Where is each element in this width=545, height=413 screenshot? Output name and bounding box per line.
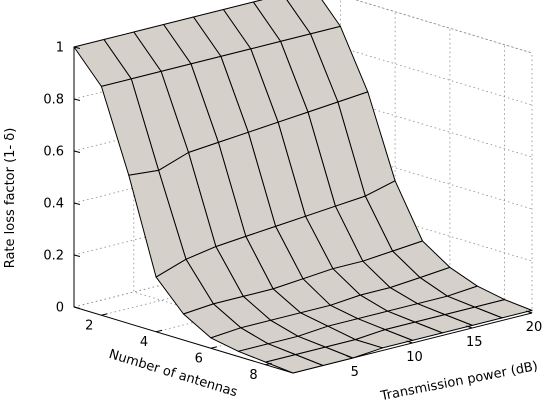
x-tick-label: 10 — [406, 350, 423, 365]
x-tick-mark — [346, 355, 353, 359]
x-tick-mark — [466, 325, 473, 329]
x-tick-label: 15 — [466, 335, 483, 350]
y-tick-mark — [156, 329, 163, 333]
z-tick-mark — [73, 150, 81, 153]
z-tick-label: 0.4 — [43, 197, 64, 212]
z-tick-label: 0 — [56, 301, 64, 316]
x-axis-label: Transmission power (dB) — [379, 359, 540, 404]
y-tick-label: 2 — [85, 318, 93, 333]
surface-cell — [265, 354, 324, 374]
z-tick-mark — [73, 306, 81, 309]
y-tick-label: 6 — [195, 351, 203, 366]
y-axis-label: Number of antennas — [107, 347, 239, 400]
x-tick-label: 20 — [526, 320, 543, 335]
z-tick-label: 0.6 — [43, 145, 64, 160]
z-tick-label: 0.2 — [43, 249, 64, 264]
z-axis-label: Rate loss factor (1- δ) — [3, 128, 18, 269]
z-tick-mark — [73, 98, 81, 101]
x-tick-mark — [525, 310, 533, 314]
y-tick-label: 4 — [140, 335, 148, 350]
y-tick-label: 8 — [249, 368, 257, 383]
floor-axis-line — [73, 306, 294, 374]
z-tick-mark — [73, 254, 81, 257]
z-tick-label: 0.8 — [43, 93, 64, 108]
y-tick-mark — [101, 313, 108, 316]
z-tick-mark — [73, 202, 81, 205]
surface-mesh — [73, 0, 533, 374]
y-tick-mark — [210, 346, 217, 349]
z-tick-label: 1 — [56, 41, 64, 56]
z-grid-line — [73, 246, 533, 314]
tick-layer: 0 0.2 0.4 0.6 0.8 1 2 4 6 8 5 10 15 20 — [43, 41, 542, 383]
z-tick-mark — [73, 46, 81, 49]
x-tick-mark — [406, 340, 413, 344]
x-tick-label: 5 — [351, 365, 359, 380]
y-tick-mark — [265, 362, 272, 366]
